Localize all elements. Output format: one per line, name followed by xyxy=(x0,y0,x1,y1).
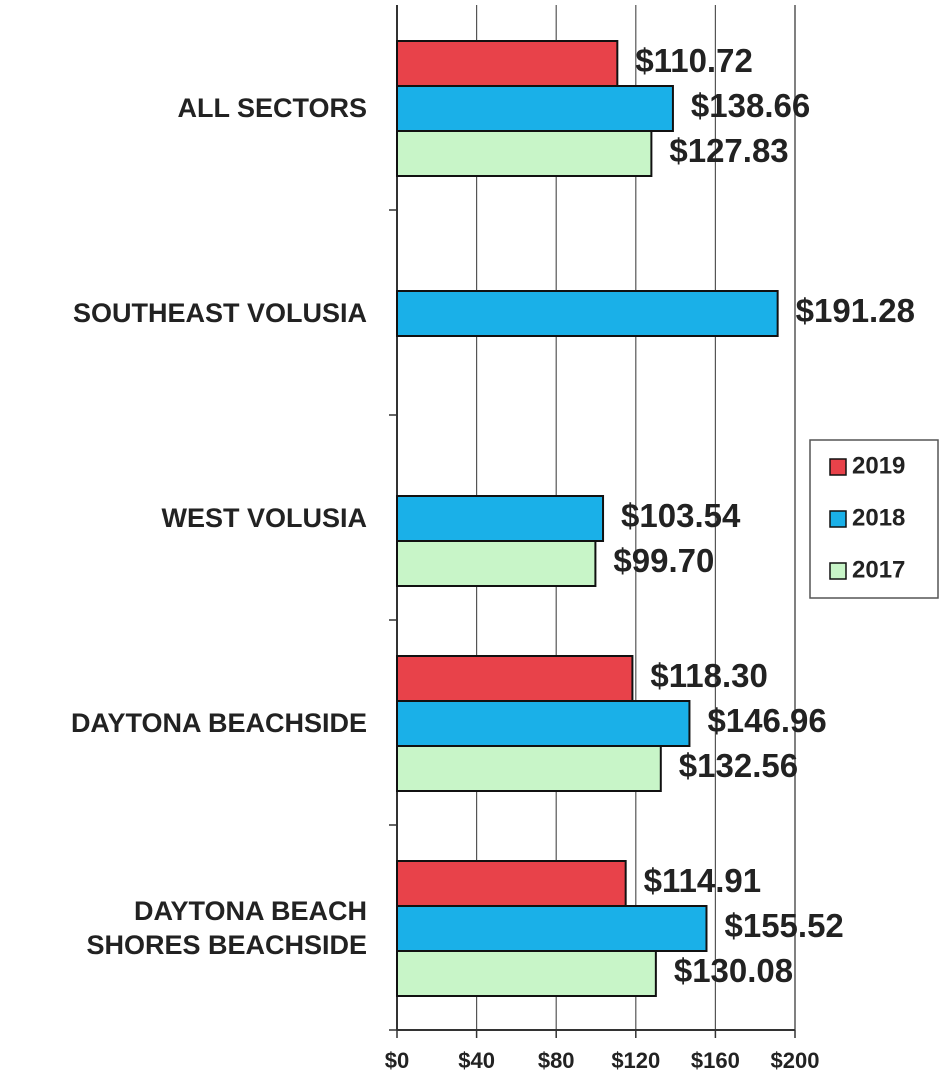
bar xyxy=(396,85,674,132)
x-tick-label: $160 xyxy=(691,1048,740,1073)
data-label: $99.70 xyxy=(613,542,714,579)
x-tick-label: $80 xyxy=(538,1048,575,1073)
bar xyxy=(396,860,627,907)
bar xyxy=(396,905,708,952)
data-label: $103.54 xyxy=(621,497,741,534)
bar xyxy=(396,700,691,747)
y-tick-label: ALL SECTORS xyxy=(177,92,367,123)
legend-swatch xyxy=(829,562,847,580)
bar xyxy=(396,495,605,542)
data-label: $138.66 xyxy=(691,87,810,124)
legend-label: 2019 xyxy=(852,452,905,479)
data-label: $130.08 xyxy=(674,952,793,989)
bar xyxy=(396,40,619,87)
bar xyxy=(396,950,657,997)
data-label: $127.83 xyxy=(669,132,788,169)
legend-label: 2018 xyxy=(852,504,905,531)
data-label: $118.30 xyxy=(650,657,767,694)
y-tick-label: DAYTONA BEACH SHORES BEACHSIDE xyxy=(86,895,367,960)
y-tick-label: DAYTONA BEACHSIDE xyxy=(70,707,367,738)
data-label: $110.72 xyxy=(635,42,752,79)
bar xyxy=(396,130,653,177)
bar xyxy=(396,745,662,792)
legend-label: 2017 xyxy=(852,556,905,583)
bar xyxy=(396,540,597,587)
data-label: $114.91 xyxy=(644,862,761,899)
bar xyxy=(396,655,634,702)
legend-swatch xyxy=(829,458,847,476)
data-label: $132.56 xyxy=(679,747,798,784)
x-tick-label: $200 xyxy=(771,1048,820,1073)
y-tick-label: SOUTHEAST VOLUSIA xyxy=(72,297,367,328)
x-tick-label: $120 xyxy=(611,1048,660,1073)
x-tick-label: $0 xyxy=(385,1048,409,1073)
bar xyxy=(396,290,779,337)
data-label: $146.96 xyxy=(707,702,826,739)
x-tick-label: $40 xyxy=(458,1048,495,1073)
data-label: $191.28 xyxy=(796,292,915,329)
data-label: $155.52 xyxy=(724,907,843,944)
y-tick-label: WEST VOLUSIA xyxy=(161,502,367,533)
legend-swatch xyxy=(829,510,847,528)
